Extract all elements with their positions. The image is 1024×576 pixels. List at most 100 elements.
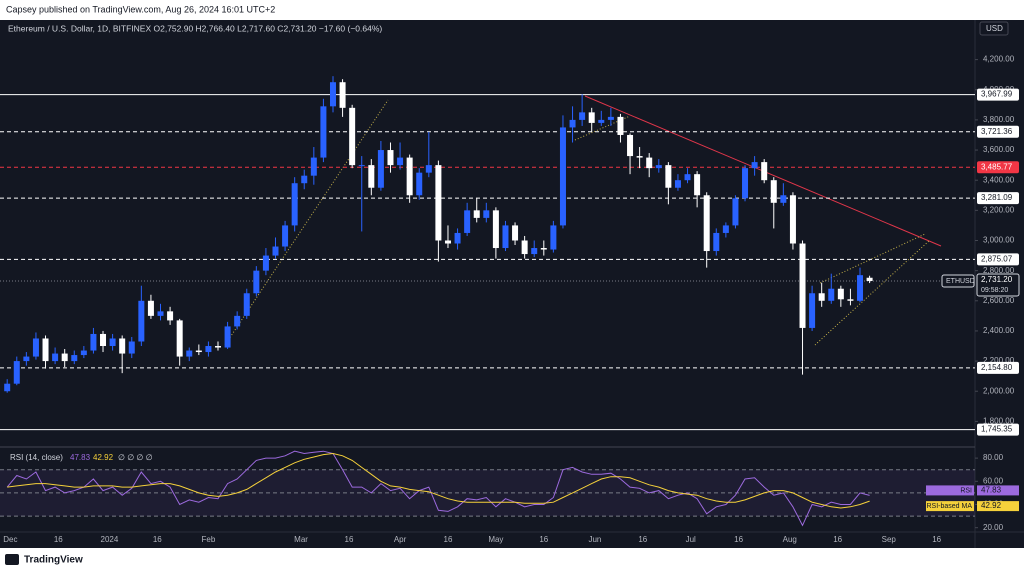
x-tick-label: Sep — [882, 535, 897, 544]
candle-body — [473, 210, 480, 218]
candle-body — [71, 355, 78, 362]
price-box — [976, 273, 1020, 297]
footer-bar — [0, 548, 1024, 571]
candle-body — [694, 174, 701, 196]
y-tick-label: 2,600.00 — [983, 296, 1015, 305]
footer-logo: TradingView — [24, 555, 83, 566]
top-bar — [0, 0, 1024, 20]
candle-body — [425, 165, 432, 173]
y-tick-label: 2,800.00 — [983, 266, 1015, 275]
candle-body — [492, 210, 499, 249]
y-tick-label: 2,000.00 — [983, 386, 1015, 395]
candle-body — [262, 255, 269, 271]
candle-body — [90, 333, 97, 351]
currency-box[interactable] — [979, 21, 1009, 36]
candle-body — [703, 195, 710, 252]
candle-body — [234, 315, 241, 327]
level-label: 3,281.09 — [981, 193, 1013, 202]
candle-body — [674, 180, 681, 188]
level-label: 3,721.36 — [981, 127, 1013, 136]
x-tick-label: 16 — [444, 535, 453, 544]
candle-body — [272, 246, 279, 256]
x-tick-label: 16 — [345, 535, 354, 544]
candle-body — [310, 157, 317, 176]
level-label: 3,967.99 — [981, 90, 1013, 99]
candle-body — [52, 353, 59, 362]
x-tick-label: 16 — [539, 535, 548, 544]
level-label: 2,875.07 — [981, 254, 1013, 263]
candle-body — [761, 162, 768, 181]
candle-body — [42, 338, 49, 362]
level-label-box — [977, 88, 1019, 101]
candle-body — [416, 172, 423, 196]
y-tick-label: 3,000.00 — [983, 236, 1015, 245]
x-tick-label: Jun — [588, 535, 601, 544]
y-tick-label: 20.00 — [983, 523, 1004, 532]
candle-body — [828, 288, 835, 301]
rsi-ma-legend-value: 42.92 — [93, 453, 114, 462]
price-label: 2,731.20 — [981, 275, 1013, 284]
x-tick-label: 16 — [153, 535, 162, 544]
level-label-box — [977, 253, 1019, 266]
candle-body — [377, 150, 384, 188]
y-tick-label: 1,800.00 — [983, 416, 1015, 425]
candle-body — [282, 225, 289, 247]
candle-body — [464, 210, 471, 233]
level-label-box — [977, 125, 1019, 138]
candle-body — [847, 299, 854, 301]
rsi-line — [7, 452, 870, 509]
candle-body — [109, 338, 116, 347]
candle-body — [857, 275, 864, 301]
published-note: Capsey published on TradingView.com, Aug… — [6, 4, 275, 14]
candle-body — [713, 232, 720, 252]
y-tick-label: 80.00 — [983, 453, 1004, 462]
candle-body — [569, 119, 576, 128]
candle-body — [186, 350, 193, 357]
legend-name: RSI-based MA — [926, 503, 972, 510]
candle-body — [665, 165, 672, 188]
candle-body — [406, 157, 413, 196]
candle-body — [521, 240, 528, 255]
legend-box — [926, 501, 974, 512]
candle-body — [176, 320, 183, 357]
candle-body — [579, 112, 586, 120]
candle-body — [742, 168, 749, 199]
candle-body — [397, 157, 404, 166]
x-tick-label: Feb — [202, 535, 216, 544]
legend-name: RSI — [960, 487, 972, 494]
candle-body — [205, 346, 212, 353]
candle-body — [502, 225, 509, 249]
level-label: 2,154.80 — [981, 363, 1013, 372]
candle-body — [147, 300, 154, 316]
chart-header: Ethereum / U.S. Dollar, 1D, BITFINEX O2,… — [8, 23, 382, 33]
rsi-title: RSI (14, close) — [10, 453, 63, 462]
y-tick-label: 2,400.00 — [983, 326, 1015, 335]
candle-body — [598, 119, 605, 123]
candle-body — [435, 165, 442, 241]
x-tick-label: 16 — [932, 535, 941, 544]
value-label: 42.92 — [981, 501, 1002, 510]
candle-body — [818, 293, 825, 301]
currency: USD — [986, 24, 1003, 33]
candle-body — [444, 240, 451, 244]
y-tick-label: 4,200.00 — [983, 55, 1015, 64]
candle-body — [128, 341, 135, 354]
x-tick-label: 16 — [734, 535, 743, 544]
candle-body — [167, 311, 174, 321]
candle-body — [531, 248, 538, 255]
candle-body — [80, 350, 87, 356]
symbol-box — [941, 274, 975, 288]
candle-body — [253, 270, 260, 294]
x-tick-label: Jul — [686, 535, 696, 544]
candle-body — [243, 293, 250, 316]
candle-body — [655, 165, 662, 169]
trend-line — [814, 239, 931, 346]
candle-body — [684, 174, 691, 181]
candle-body — [789, 195, 796, 244]
x-tick-label: 16 — [54, 535, 63, 544]
candle-body — [646, 157, 653, 169]
candle-body — [32, 338, 39, 357]
candle-body — [119, 338, 126, 354]
level-label-box — [977, 361, 1019, 374]
